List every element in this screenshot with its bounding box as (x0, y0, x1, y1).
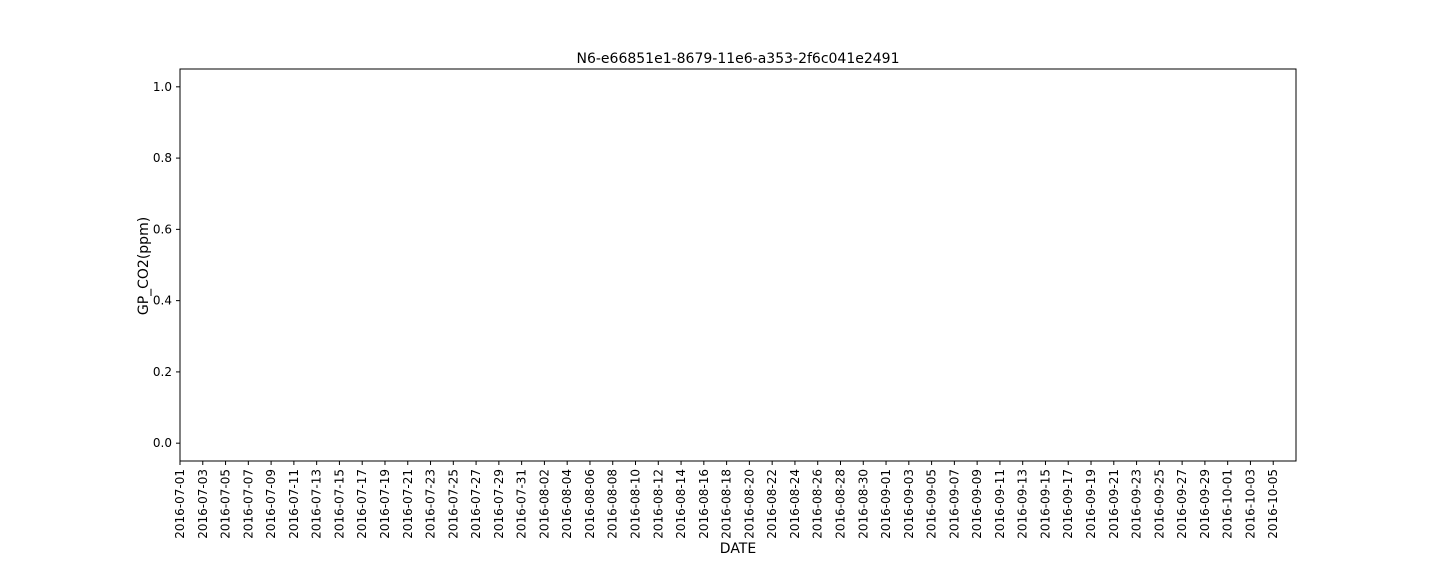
x-tick-label: 2016-08-10 (629, 469, 643, 539)
x-tick-label: 2016-09-13 (1016, 469, 1030, 539)
x-tick-label: 2016-08-16 (697, 469, 711, 539)
x-tick-label: 2016-08-14 (674, 469, 688, 539)
x-axis: 2016-07-01 2016-07-03 2016-07-05 2016-07-07… (173, 461, 1280, 539)
x-tick-label: 2016-08-08 (606, 469, 620, 539)
x-tick-label: 2016-07-19 (378, 469, 392, 539)
x-tick-label: 2016-07-09 (264, 469, 278, 539)
y-tick-label: 0.6 (153, 222, 172, 236)
x-tick-label: 2016-07-23 (424, 469, 438, 539)
x-tick-label: 2016-07-13 (310, 469, 324, 539)
x-tick-label: 2016-09-01 (879, 469, 893, 539)
x-tick-label: 2016-09-15 (1038, 469, 1052, 539)
x-tick-label: 2016-09-07 (947, 469, 961, 539)
x-tick-label: 2016-09-27 (1175, 469, 1189, 539)
x-tick-label: 2016-07-07 (241, 469, 255, 539)
x-tick-label: 2016-09-29 (1198, 469, 1212, 539)
x-tick-label: 2016-07-03 (196, 469, 210, 539)
x-tick-label: 2016-09-03 (902, 469, 916, 539)
x-tick-label: 2016-08-30 (856, 469, 870, 539)
x-tick-label: 2016-09-17 (1061, 469, 1075, 539)
x-axis-title: DATE (720, 541, 756, 557)
x-tick-label: 2016-07-05 (219, 469, 233, 539)
y-axis: 0.0 0.2 0.4 0.6 0.8 1.0 (153, 80, 180, 450)
x-tick-label: 2016-07-15 (332, 469, 346, 539)
x-tick-label: 2016-10-01 (1221, 469, 1235, 539)
x-tick-label: 2016-08-26 (811, 469, 825, 539)
x-tick-label: 2016-09-21 (1107, 469, 1121, 539)
x-tick-label: 2016-08-18 (720, 469, 734, 539)
x-tick-label: 2016-08-06 (583, 469, 597, 539)
x-tick-label: 2016-08-22 (765, 469, 779, 539)
x-tick-label: 2016-10-05 (1266, 469, 1280, 539)
x-tick-label: 2016-09-11 (993, 469, 1007, 539)
y-tick-label: 0.4 (153, 294, 172, 308)
x-tick-label: 2016-09-09 (970, 469, 984, 539)
x-tick-label: 2016-10-03 (1243, 469, 1257, 539)
x-tick-label: 2016-07-25 (446, 469, 460, 539)
x-tick-label: 2016-08-04 (560, 469, 574, 539)
x-tick-label: 2016-08-24 (788, 469, 802, 539)
x-tick-label: 2016-08-20 (742, 469, 756, 539)
x-tick-label: 2016-09-19 (1084, 469, 1098, 539)
y-tick-label: 0.8 (153, 151, 172, 165)
y-axis-title: GP_CO2(ppm) (136, 217, 152, 315)
x-tick-label: 2016-08-02 (537, 469, 551, 539)
x-tick-label: 2016-08-12 (651, 469, 665, 539)
y-tick-label: 0.2 (153, 365, 172, 379)
x-tick-label: 2016-09-05 (925, 469, 939, 539)
chart-title: N6-e66851e1-8679-11e6-a353-2f6c041e2491 (577, 51, 900, 67)
x-tick-label: 2016-09-25 (1152, 469, 1166, 539)
x-tick-label: 2016-07-27 (469, 469, 483, 539)
x-tick-label: 2016-07-29 (492, 469, 506, 539)
x-tick-label: 2016-07-31 (515, 469, 529, 539)
plot-area (179, 68, 1297, 462)
y-tick-label: 1.0 (153, 80, 172, 94)
x-tick-label: 2016-07-11 (287, 469, 301, 539)
x-tick-label: 2016-07-21 (401, 469, 415, 539)
x-tick-label: 2016-07-17 (355, 469, 369, 539)
y-tick-label: 0.0 (153, 436, 172, 450)
x-tick-label: 2016-09-23 (1130, 469, 1144, 539)
x-tick-label: 2016-07-01 (173, 469, 187, 539)
x-tick-label: 2016-08-28 (833, 469, 847, 539)
